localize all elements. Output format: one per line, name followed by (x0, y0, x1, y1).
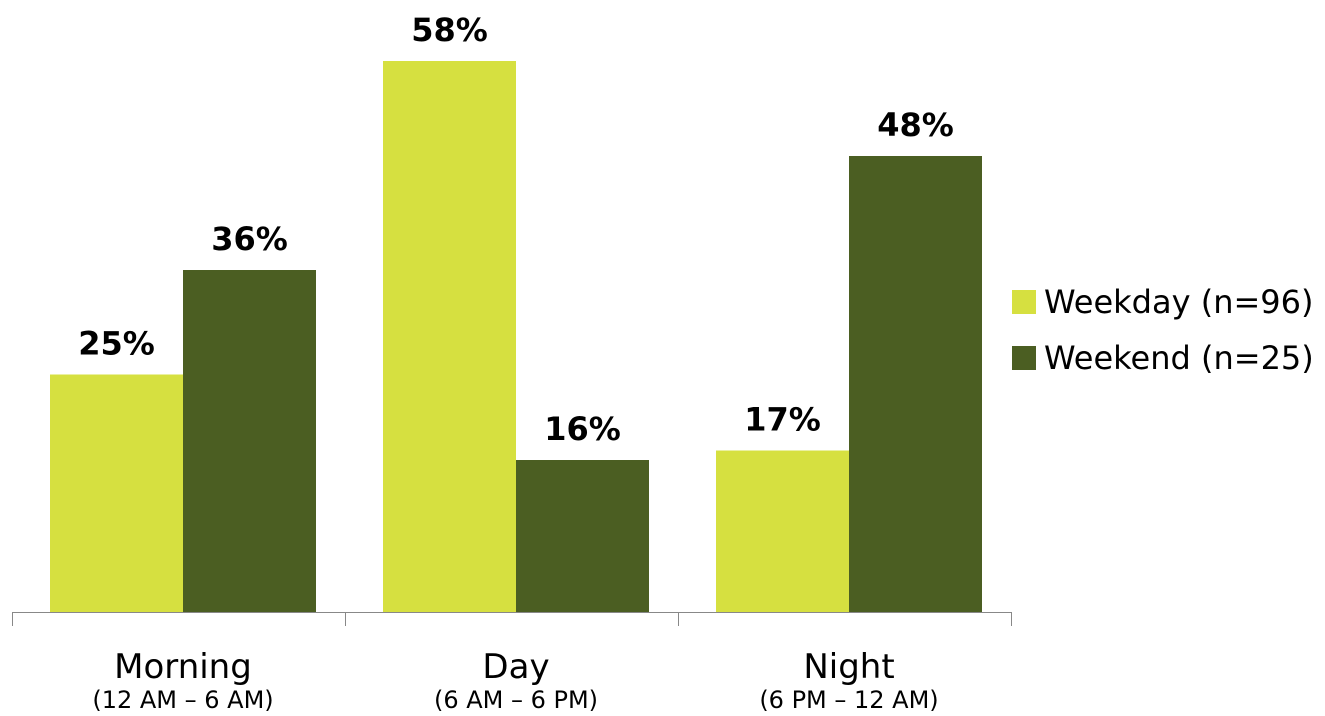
bar-night-weekday (716, 450, 849, 612)
legend-swatch-weekend (1012, 346, 1036, 370)
category-label-day: Day (482, 647, 549, 687)
value-label-night-weekend: 48% (877, 106, 954, 144)
value-label-day-weekday: 58% (411, 11, 488, 49)
x-axis (12, 612, 1012, 626)
category-labels-group: Morning(12 AM – 6 AM) Day(6 AM – 6 PM) Nig… (92, 647, 938, 714)
bar-night-weekend (849, 156, 982, 612)
value-labels-group: 25% 36% 58% 16% 17% 48% (78, 11, 954, 448)
bar-day-weekday (383, 61, 516, 612)
legend-item-weekday: Weekday (n=96) (1012, 282, 1314, 322)
category-label-night: Night (803, 647, 894, 687)
category-sublabel-day: (6 AM – 6 PM) (434, 686, 598, 714)
value-label-morning-weekend: 36% (211, 220, 288, 258)
value-label-day-weekend: 16% (544, 410, 621, 448)
legend-swatch-weekday (1012, 290, 1036, 314)
bar-morning-weekday (50, 374, 183, 612)
legend-item-weekend: Weekend (n=25) (1012, 338, 1314, 378)
legend-label-weekend: Weekend (n=25) (1044, 339, 1314, 377)
legend-label-weekday: Weekday (n=96) (1044, 283, 1314, 321)
category-sublabel-morning: (12 AM – 6 AM) (92, 686, 273, 714)
bar-morning-weekend (183, 270, 316, 612)
category-label-morning: Morning (114, 647, 252, 687)
value-label-night-weekday: 17% (744, 401, 821, 439)
category-sublabel-night: (6 PM – 12 AM) (759, 686, 938, 714)
legend: Weekday (n=96) Weekend (n=25) (1012, 282, 1314, 394)
value-label-morning-weekday: 25% (78, 325, 155, 363)
bar-day-weekend (516, 460, 649, 612)
bars-group (50, 61, 982, 612)
